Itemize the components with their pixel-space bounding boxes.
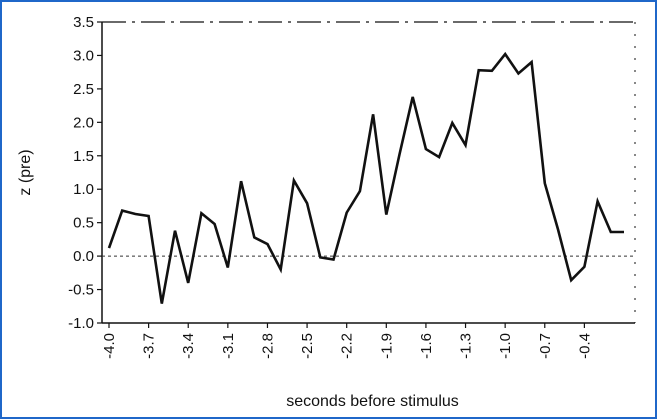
x-tick-label: -3.1 (220, 333, 237, 359)
y-tick-label: 1.0 (73, 181, 94, 198)
x-tick-label: -0.7 (537, 333, 554, 359)
y-tick-label: 2.5 (73, 81, 94, 98)
x-tick-label: -2.5 (299, 333, 316, 359)
y-tick-label: 2.0 (73, 114, 94, 131)
x-tick-label: -3.4 (180, 333, 197, 359)
x-tick-label: -1.0 (497, 333, 514, 359)
x-tick-labels: -4.0 -3.7 -3.4 -3.1 -2.8 -2.5 -2.2 -1.9 -1.6 -1.3… (101, 323, 593, 359)
y-tick-label: 1.5 (73, 148, 94, 165)
y-tick-labels: -1.0 -0.5 0.0 0.5 1.0 1.5 2.0 2.5 3.0 3.5 (68, 14, 102, 332)
series-line (107, 51, 624, 304)
axes (101, 21, 636, 324)
y-tick-label: 0.0 (73, 248, 94, 265)
x-tick-label: -4.0 (101, 333, 118, 359)
y-tick-label: 3.5 (73, 14, 94, 31)
x-tick-label: -0.4 (576, 333, 593, 359)
x-tick-label: -2.2 (339, 333, 356, 359)
x-tick-label: -1.9 (378, 333, 395, 359)
y-tick-label: -1.0 (68, 315, 94, 332)
y-axis-title: z (pre) (17, 149, 34, 195)
y-tick-label: 0.5 (73, 215, 94, 232)
y-tick-label: 3.0 (73, 47, 94, 64)
x-tick-label: -1.3 (458, 333, 475, 359)
x-tick-label: -1.6 (418, 333, 435, 359)
y-tick-label: -0.5 (68, 282, 94, 299)
x-tick-label: -2.8 (259, 333, 276, 359)
x-tick-label: -3.7 (141, 333, 158, 359)
x-axis-title: seconds before stimulus (286, 393, 459, 410)
